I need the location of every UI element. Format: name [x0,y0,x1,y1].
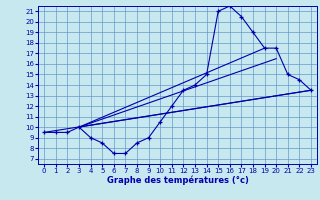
X-axis label: Graphe des températures (°c): Graphe des températures (°c) [107,176,249,185]
